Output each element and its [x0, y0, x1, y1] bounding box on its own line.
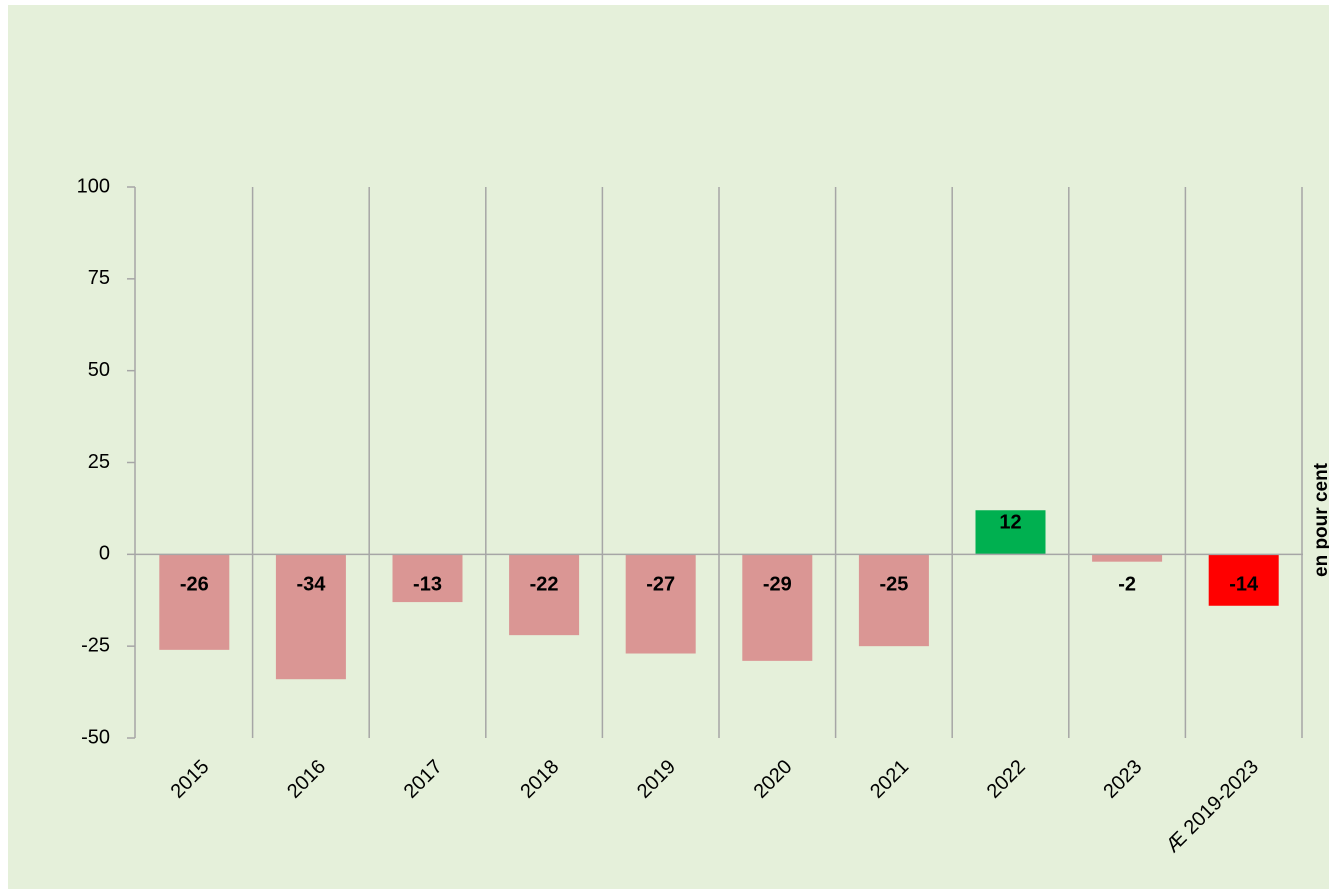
data-label: -29 [763, 574, 792, 596]
data-label: -13 [413, 574, 442, 596]
chart-background [8, 5, 1329, 889]
data-label: -2 [1118, 574, 1136, 596]
y-tick-label: -50 [81, 726, 110, 748]
data-label: -34 [296, 574, 326, 596]
bar [1208, 554, 1279, 606]
data-label: 12 [999, 512, 1021, 534]
bar [625, 554, 696, 654]
y-axis-title: en pour cent [1311, 462, 1329, 577]
bar [275, 554, 346, 680]
bar [858, 554, 929, 647]
bar [159, 554, 230, 650]
y-tick-label: 75 [88, 267, 110, 289]
data-label: -22 [530, 574, 559, 596]
bar [742, 554, 813, 661]
data-label: -26 [180, 574, 209, 596]
bar [1092, 554, 1163, 562]
y-tick-label: 0 [99, 543, 110, 565]
y-tick-label: -25 [81, 634, 110, 656]
data-label: -14 [1229, 574, 1259, 596]
y-tick-label: 50 [88, 359, 110, 381]
bar [509, 554, 580, 636]
y-tick-label: 25 [88, 451, 110, 473]
y-tick-label: 100 [77, 175, 110, 197]
bar [392, 554, 463, 603]
data-label: -25 [879, 574, 908, 596]
data-label: -27 [646, 574, 675, 596]
bar [975, 510, 1046, 555]
